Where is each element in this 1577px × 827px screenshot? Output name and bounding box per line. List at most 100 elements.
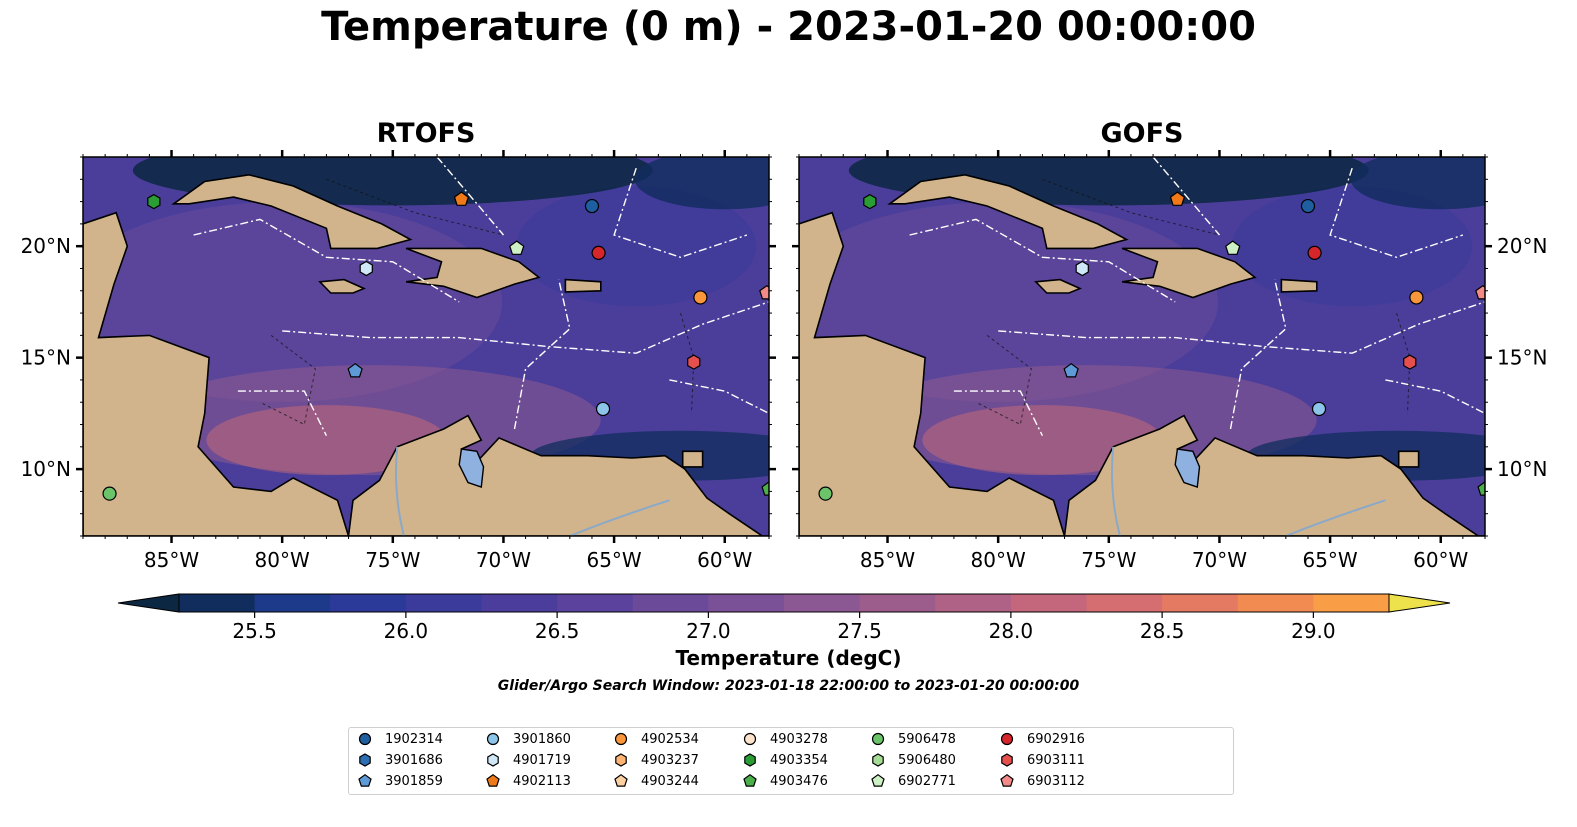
- legend-label: 4903237: [641, 752, 699, 768]
- pentagon-marker-icon: [486, 773, 500, 787]
- colorbar-segment: [557, 594, 634, 612]
- lon-tick-label: 70°W: [1192, 548, 1247, 572]
- hexagon-marker-icon: [487, 753, 499, 767]
- legend-item: 3901860: [485, 729, 571, 749]
- legend-label: 4903244: [641, 773, 699, 789]
- legend-item: 5906480: [870, 750, 956, 770]
- legend-label: 4903476: [770, 773, 828, 789]
- circle-marker-icon: [1000, 732, 1014, 746]
- float-marker-6902771: [1225, 240, 1241, 255]
- float-marker-4903354: [147, 193, 161, 210]
- figure-title: Temperature (0 m) - 2023-01-20 00:00:00: [321, 4, 1256, 50]
- hexagon-marker-icon: [744, 753, 756, 767]
- lat-tick-label: 15°N: [21, 346, 71, 370]
- colorbar: 25.5 26.0 26.5 27.0 27.5 28.0 28.5 29.0: [117, 593, 1451, 643]
- pentagon-marker-icon: [871, 773, 885, 787]
- colorbar-segment: [330, 594, 407, 612]
- float-marker-5906478: [818, 486, 833, 501]
- hexagon-marker-icon: [615, 753, 627, 767]
- pentagon-marker-icon: [614, 773, 628, 787]
- float-marker-4901719: [1075, 260, 1089, 277]
- float-marker-3901859: [347, 362, 363, 378]
- colorbar-segment: [859, 594, 936, 612]
- legend-label: 5906478: [898, 731, 956, 747]
- rtofs-axes: 85°W 80°W 75°W 70°W 65°W 60°W 20°N 15°N 10°N: [21, 150, 776, 572]
- lon-tick-label: 75°W: [365, 548, 420, 572]
- float-marker-4903354: [863, 193, 877, 210]
- lon-tick-label: 85°W: [144, 548, 199, 572]
- legend-label: 4901719: [513, 752, 571, 768]
- float-marker-3901859: [1063, 362, 1079, 378]
- lon-tick-label: 80°W: [255, 548, 310, 572]
- legend-label: 3901686: [385, 752, 443, 768]
- float-marker-4903476: [1477, 481, 1485, 496]
- colorbar-extend-low: [117, 593, 180, 613]
- legend-item: 4901719: [485, 750, 571, 770]
- legend-item: 1902314: [357, 729, 443, 749]
- float-marker-4902113: [453, 191, 470, 206]
- legend-label: 6903112: [1027, 773, 1085, 789]
- legend-item: 4903244: [613, 771, 699, 791]
- pentagon-marker-icon: [358, 773, 372, 787]
- colorbar-segment: [1010, 594, 1088, 612]
- lat-tick-label: 20°N: [1497, 234, 1547, 258]
- legend-label: 6903111: [1027, 752, 1085, 768]
- legend-item: 4903354: [742, 750, 828, 770]
- legend-label: 4903278: [770, 731, 828, 747]
- lon-tick-label: 65°W: [1302, 548, 1357, 572]
- float-marker-4902534: [1409, 290, 1424, 305]
- pentagon-marker-icon: [743, 773, 757, 787]
- pentagon-marker-icon: [1000, 773, 1014, 787]
- colorbar-extend-high: [1388, 593, 1451, 613]
- circle-marker-icon: [614, 732, 628, 746]
- hexagon-marker-icon: [1001, 753, 1013, 767]
- float-legend: 1902314 3901686 3901859 3901860 4901719 49021…: [348, 727, 1234, 795]
- colorbar-segment: [632, 594, 709, 612]
- circle-marker-icon: [743, 732, 757, 746]
- legend-item: 6902771: [870, 771, 956, 791]
- colorbar-segment: [935, 594, 1012, 612]
- float-marker-3901860: [1311, 401, 1327, 417]
- colorbar-tick-label: 27.5: [837, 619, 882, 643]
- colorbar-segment: [1162, 594, 1239, 612]
- search-window-text: Glider/Argo Search Window: 2023-01-18 22…: [497, 678, 1080, 694]
- legend-item: 4902534: [613, 729, 699, 749]
- colorbar-segment: [481, 594, 558, 612]
- float-marker-4902113: [1169, 191, 1186, 206]
- colorbar-segment: [708, 594, 785, 612]
- circle-marker-icon: [871, 732, 885, 746]
- legend-item: 3901859: [357, 771, 443, 791]
- legend-item: 6903112: [999, 771, 1085, 791]
- float-marker-1902314: [584, 198, 600, 214]
- float-marker-4902534: [693, 290, 708, 305]
- legend-label: 1902314: [385, 731, 443, 747]
- panel-title-rtofs: RTOFS: [376, 118, 476, 149]
- float-marker-4901719: [359, 260, 373, 277]
- colorbar-tick-label: 28.0: [989, 619, 1034, 643]
- float-marker-6903112: [1475, 284, 1485, 300]
- float-marker-5906478: [102, 486, 117, 501]
- colorbar-tick-label: 27.0: [686, 619, 731, 643]
- float-marker-6903111: [687, 354, 701, 370]
- float-marker-3901860: [595, 401, 611, 417]
- hexagon-marker-icon: [872, 753, 884, 767]
- float-marker-6902916: [1307, 245, 1322, 260]
- legend-item: 6903111: [999, 750, 1085, 770]
- float-marker-6902771: [509, 240, 525, 255]
- lon-tick-label: 60°W: [1413, 548, 1468, 572]
- legend-item: 4902113: [485, 771, 571, 791]
- float-marker-6903112: [759, 284, 769, 300]
- colorbar-segment: [254, 594, 331, 612]
- lat-tick-label: 10°N: [21, 457, 71, 481]
- lat-tick-label: 10°N: [1497, 457, 1547, 481]
- lat-tick-label: 20°N: [21, 234, 71, 258]
- gofs-axes: 85°W 80°W 75°W 70°W 65°W 60°W 20°N 15°N 10°N: [792, 150, 1547, 572]
- colorbar-segment: [784, 594, 861, 612]
- colorbar-tick-label: 26.0: [384, 619, 429, 643]
- colorbar-tick-label: 26.5: [535, 619, 580, 643]
- legend-label: 4902534: [641, 731, 699, 747]
- lon-tick-label: 85°W: [860, 548, 915, 572]
- legend-label: 6902771: [898, 773, 956, 789]
- legend-item: 3901686: [357, 750, 443, 770]
